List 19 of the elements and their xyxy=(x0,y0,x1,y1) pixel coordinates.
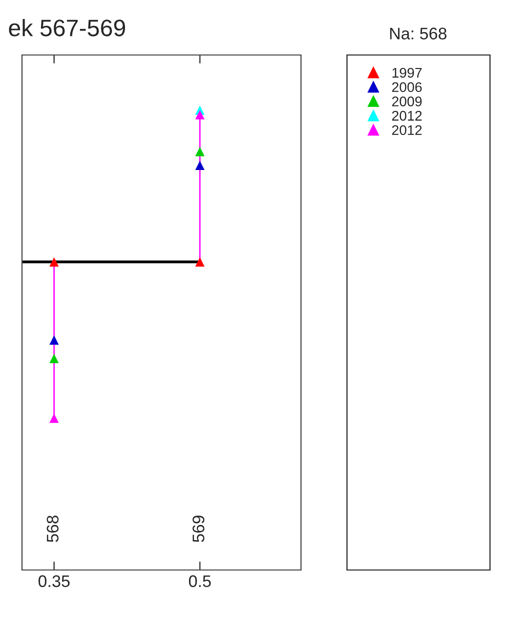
annotation: 569 xyxy=(192,516,204,542)
point xyxy=(195,160,205,170)
point xyxy=(49,335,59,345)
x-tick-label: 0.5 xyxy=(188,575,211,588)
point xyxy=(195,257,205,267)
point xyxy=(49,354,59,364)
legend-label: 1997 xyxy=(392,68,422,78)
point xyxy=(49,257,59,267)
legend-label: 2009 xyxy=(392,96,422,106)
point xyxy=(49,414,59,423)
legend-label: 2012 xyxy=(392,125,422,136)
legend-label: 2012 xyxy=(392,110,422,121)
point xyxy=(195,110,205,120)
annotation: 568 xyxy=(46,516,59,542)
x-tick-label: 0.35 xyxy=(38,575,70,588)
chart-title: ek 567-569 xyxy=(9,18,126,36)
point xyxy=(195,146,205,156)
legend-title: Na: 568 xyxy=(390,28,446,40)
legend-label: 2006 xyxy=(392,82,422,92)
